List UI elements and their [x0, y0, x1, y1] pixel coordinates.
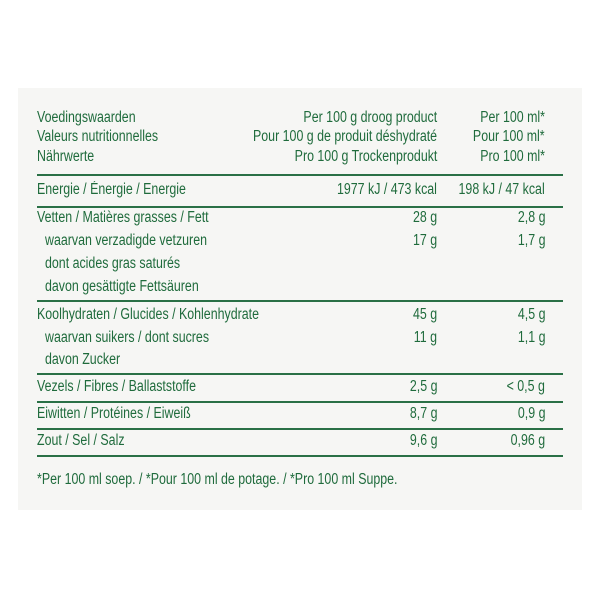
salt-label: Zout / Sel / Salz: [37, 432, 125, 449]
row-carbs: Koolhydraten / Glucides / Kohlenhydrate …: [0, 305, 600, 325]
row-energy: Energie / Énergie / Energie 1977 kJ / 47…: [0, 180, 600, 200]
row-saturated-fat-fr: dont acides gras saturés: [0, 254, 600, 274]
fibre-col2: < 0,5 g: [506, 378, 545, 395]
header-col1: Pour 100 g de produit déshydraté: [252, 128, 437, 145]
footnote: *Per 100 ml soep. / *Pour 100 ml de pota…: [37, 471, 398, 488]
header-row-fr: Valeurs nutritionnelles Pour 100 g de pr…: [0, 127, 600, 147]
salt-col1: 9,6 g: [409, 432, 437, 449]
fibre-col1: 2,5 g: [409, 378, 437, 395]
divider: [37, 373, 563, 375]
header-label: Valeurs nutritionnelles: [37, 128, 159, 145]
divider: [37, 174, 563, 176]
sugars-label: waarvan suikers / dont sucres: [45, 329, 210, 346]
protein-label: Eiwitten / Protéines / Eiweiß: [37, 405, 191, 422]
sugars-col1: 11 g: [413, 329, 437, 346]
energy-col2: 198 kJ / 47 kcal: [458, 181, 545, 198]
sugars-label: davon Zucker: [45, 351, 121, 368]
fibre-label: Vezels / Fibres / Ballaststoffe: [37, 378, 196, 395]
row-sugars: waarvan suikers / dont sucres 11 g 1,1 g: [0, 328, 600, 348]
header-row-de: Nährwerte Pro 100 g Trockenprodukt Pro 1…: [0, 147, 600, 167]
header-col2: Pro 100 ml*: [480, 148, 545, 165]
header-label: Nährwerte: [37, 148, 95, 165]
row-fat: Vetten / Matières grasses / Fett 28 g 2,…: [0, 208, 600, 228]
carbs-col2: 4,5 g: [517, 306, 545, 323]
row-salt: Zout / Sel / Salz 9,6 g 0,96 g: [0, 431, 600, 451]
header-col1: Per 100 g droog product: [303, 109, 437, 126]
carbs-col1: 45 g: [412, 306, 437, 323]
header-col2: Per 100 ml*: [480, 109, 545, 126]
saturated-label: dont acides gras saturés: [45, 255, 181, 272]
row-saturated-fat-de: davon gesättigte Fettsäuren: [0, 277, 600, 297]
salt-col2: 0,96 g: [510, 432, 545, 449]
divider: [37, 206, 563, 208]
header-col2: Pour 100 ml*: [473, 128, 545, 145]
fat-col2: 2,8 g: [517, 209, 545, 226]
divider: [37, 300, 563, 302]
fat-col1: 28 g: [412, 209, 437, 226]
divider: [37, 455, 563, 457]
row-fibre: Vezels / Fibres / Ballaststoffe 2,5 g < …: [0, 377, 600, 397]
carbs-label: Koolhydraten / Glucides / Kohlenhydrate: [37, 306, 259, 323]
energy-col1: 1977 kJ / 473 kcal: [337, 181, 437, 198]
header-col1: Pro 100 g Trockenprodukt: [294, 148, 437, 165]
row-saturated-fat: waarvan verzadigde vetzuren 17 g 1,7 g: [0, 231, 600, 251]
row-protein: Eiwitten / Protéines / Eiweiß 8,7 g 0,9 …: [0, 404, 600, 424]
saturated-label: davon gesättigte Fettsäuren: [45, 278, 199, 295]
header-row-nl: Voedingswaarden Per 100 g droog product …: [0, 108, 600, 128]
header-label: Voedingswaarden: [37, 109, 136, 126]
energy-label: Energie / Énergie / Energie: [37, 181, 186, 198]
saturated-label: waarvan verzadigde vetzuren: [45, 232, 207, 249]
saturated-col1: 17 g: [412, 232, 437, 249]
divider: [37, 401, 563, 403]
saturated-col2: 1,7 g: [517, 232, 545, 249]
sugars-col2: 1,1 g: [517, 329, 545, 346]
divider: [37, 428, 563, 430]
protein-col2: 0,9 g: [517, 405, 545, 422]
nutrition-panel: [18, 88, 582, 510]
row-sugars-de: davon Zucker: [0, 350, 600, 370]
protein-col1: 8,7 g: [409, 405, 437, 422]
fat-label: Vetten / Matières grasses / Fett: [37, 209, 209, 226]
footnote-row: *Per 100 ml soep. / *Pour 100 ml de pota…: [0, 470, 600, 490]
